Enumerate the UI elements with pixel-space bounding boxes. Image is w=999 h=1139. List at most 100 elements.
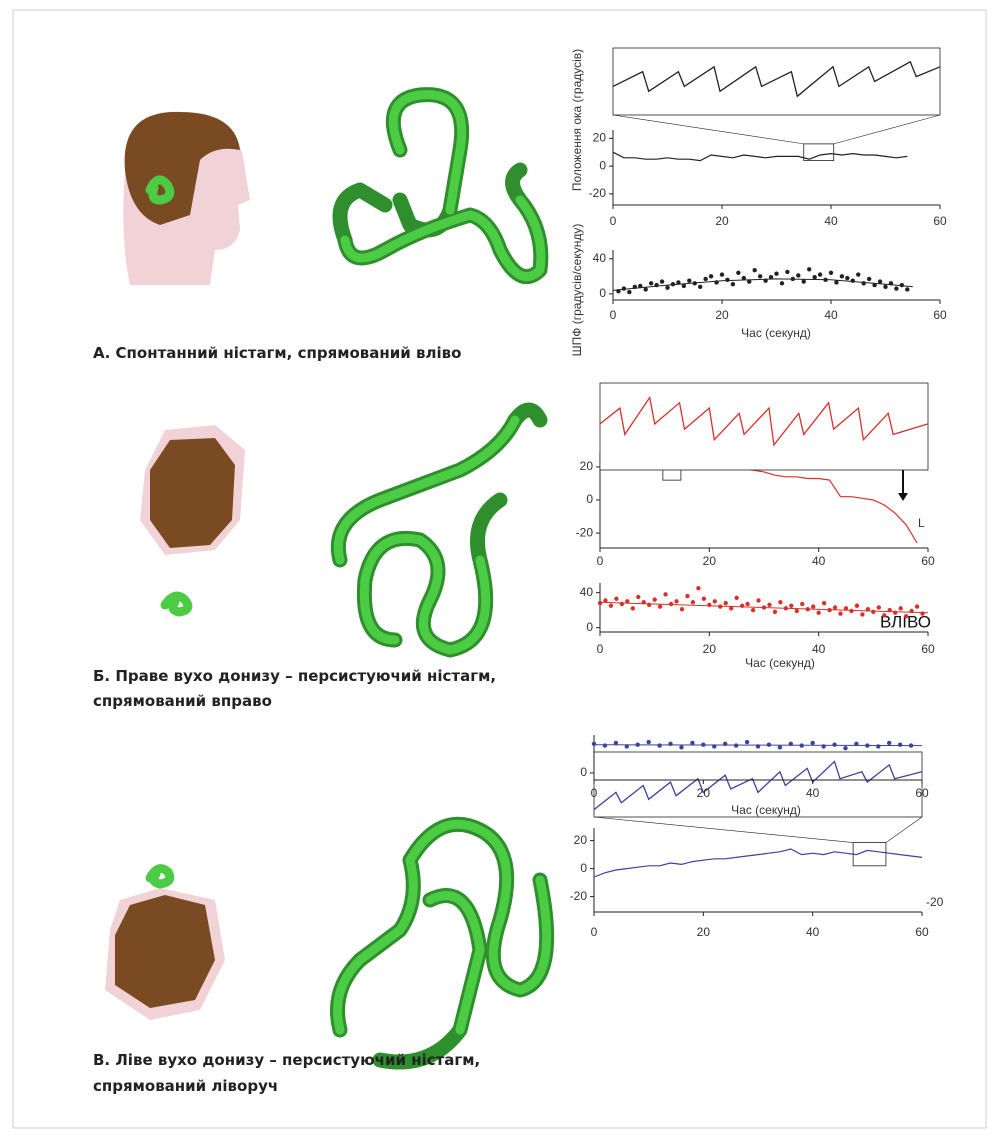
y-tick-label: -20 (589, 186, 607, 200)
spv-point (856, 272, 860, 276)
spv-point (905, 287, 909, 291)
y-tick-label: -20 (570, 889, 588, 903)
spv-point (840, 274, 844, 278)
spv-point (674, 599, 678, 603)
spv-point (592, 742, 596, 746)
spv-point (832, 743, 836, 747)
spv-point (698, 285, 702, 289)
caption: А. Спонтанний ністагм, спрямований вліво (93, 344, 461, 362)
x-tick-label: 60 (921, 642, 935, 656)
spv-point (845, 276, 849, 280)
spv-point (622, 286, 626, 290)
spv-point (657, 743, 661, 747)
x-tick-label: 60 (915, 786, 929, 800)
spv-point (660, 279, 664, 283)
spv-point (646, 740, 650, 744)
spv-point (669, 602, 673, 606)
spv-point (789, 604, 793, 608)
spv-point (649, 281, 653, 285)
spv-point (833, 605, 837, 609)
x-tick-label: 60 (933, 214, 947, 228)
inset-frame (613, 48, 940, 115)
spv-point (598, 601, 602, 605)
y-tick-label: 0 (586, 492, 593, 506)
y-axis-label: ШПФ (градусів/секунду) (570, 224, 584, 357)
x-tick-label: 0 (591, 925, 598, 939)
spv-point (734, 596, 738, 600)
x-tick-label: 0 (597, 554, 604, 568)
spv-point (829, 271, 833, 275)
spv-point (816, 611, 820, 615)
inset-frame (600, 383, 928, 470)
spv-point (709, 274, 713, 278)
spv-point (898, 743, 902, 747)
x-tick-label: 20 (697, 925, 711, 939)
spv-point (679, 745, 683, 749)
spv-point (767, 603, 771, 607)
spv-point (731, 282, 735, 286)
spv-point (878, 279, 882, 283)
spv-point (682, 284, 686, 288)
spv-point (780, 281, 784, 285)
y-tick-label: 0 (580, 765, 587, 779)
spv-point (882, 613, 886, 617)
spv-point (785, 270, 789, 274)
x-tick-label: 0 (610, 214, 617, 228)
spv-point (687, 279, 691, 283)
spv-point (834, 280, 838, 284)
y-tick-label: 0 (599, 286, 606, 300)
spv-point (900, 283, 904, 287)
x-tick-label: 20 (715, 308, 729, 322)
spv-point (811, 604, 815, 608)
spv-point (862, 281, 866, 285)
spv-point (822, 601, 826, 605)
spv-point (720, 272, 724, 276)
y-tick-label: 0 (586, 620, 593, 634)
spv-point (883, 285, 887, 289)
x-tick-label: 0 (591, 786, 598, 800)
x-tick-label: 60 (933, 308, 947, 322)
spv-point (802, 279, 806, 283)
spv-point (696, 586, 700, 590)
caption: спрямований ліворуч (93, 1077, 278, 1095)
x-tick-label: 40 (824, 308, 838, 322)
spv-point (713, 599, 717, 603)
spv-point (812, 275, 816, 279)
spv-point (680, 607, 684, 611)
caption: спрямований вправо (93, 692, 272, 710)
spv-point (685, 594, 689, 598)
x-tick-label: 0 (610, 308, 617, 322)
x-tick-label: 40 (824, 214, 838, 228)
spv-point (898, 606, 902, 610)
spv-point (800, 602, 804, 606)
spv-point (753, 268, 757, 272)
spv-point (751, 608, 755, 612)
x-tick-label: 40 (806, 786, 820, 800)
x-tick-label: 20 (715, 214, 729, 228)
x-axis-label: Час (секунд) (745, 656, 815, 670)
x-axis-label: Час (секунд) (741, 326, 811, 340)
x-tick-label: 20 (703, 554, 717, 568)
spv-point (876, 744, 880, 748)
x-tick-label: 60 (921, 554, 935, 568)
spv-point (778, 745, 782, 749)
caption: В. Ліве вухо донизу – персистуючий ніста… (93, 1051, 480, 1069)
figure: А. Спонтанний ністагм, спрямований вліво… (0, 0, 999, 1139)
x-axis-label: Час (секунд) (731, 803, 801, 817)
spv-point (796, 273, 800, 277)
spv-point (807, 267, 811, 271)
spv-point (736, 271, 740, 275)
spv-point (758, 274, 762, 278)
spv-point (877, 605, 881, 609)
y-tick-label: 0 (599, 158, 606, 172)
spv-point (778, 600, 782, 604)
spv-point (724, 601, 728, 605)
spv-point (702, 597, 706, 601)
spv-point (894, 286, 898, 290)
spv-point (867, 277, 871, 281)
caption: Б. Праве вухо донизу – персистуючий ніст… (93, 667, 496, 685)
spv-point (871, 610, 875, 614)
x-tick-label: 20 (703, 642, 717, 656)
y-tick-label: -20 (576, 525, 594, 539)
spv-point (725, 278, 729, 282)
